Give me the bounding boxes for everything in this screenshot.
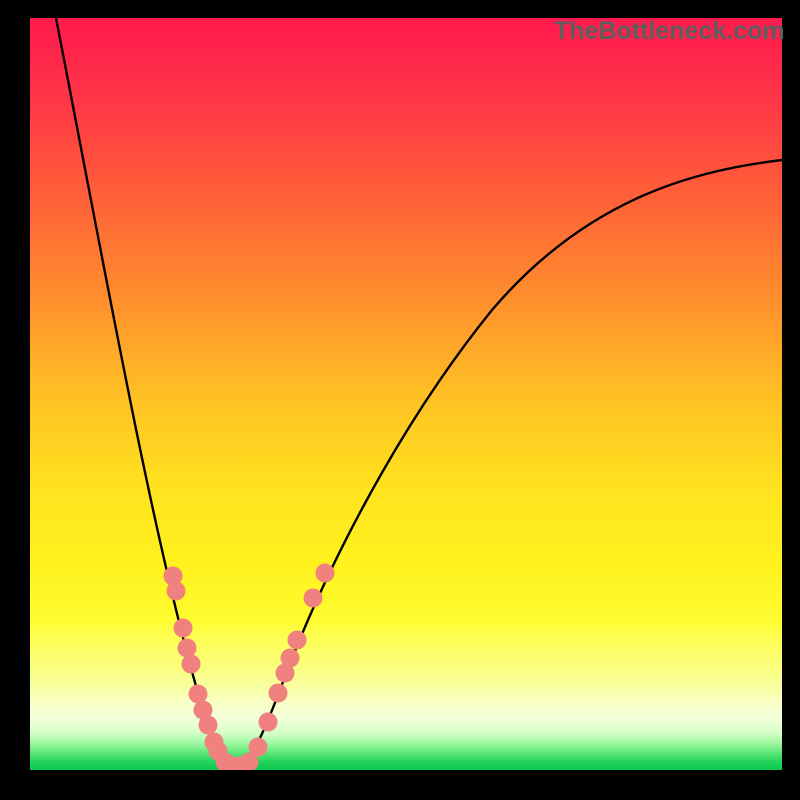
marker-group-left [164,567,228,761]
data-point [259,713,278,732]
figure-root: TheBottleneck.com [0,0,800,800]
data-point [182,655,201,674]
bottleneck-curve [56,18,782,768]
data-point [174,619,193,638]
data-point [249,738,268,757]
data-point [178,639,197,658]
frame-border-right [782,0,800,800]
frame-border-top [0,0,800,18]
data-point [167,582,186,601]
chart-overlay [0,0,800,800]
frame-border-left [0,0,30,800]
frame-border-bottom [0,770,800,800]
data-point [304,589,323,608]
data-point [281,649,300,668]
watermark-text: TheBottleneck.com [554,18,782,44]
data-point [199,716,218,735]
data-point [288,631,307,650]
data-point [269,684,288,703]
data-point [316,564,335,583]
